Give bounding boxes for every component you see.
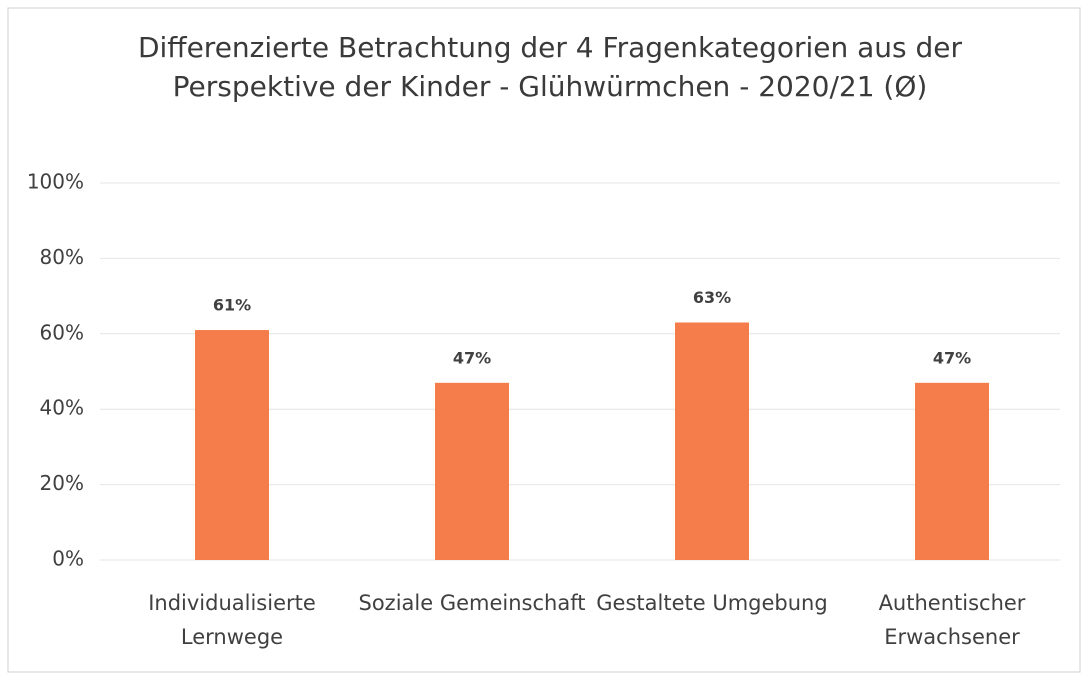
y-tick-label: 20%	[40, 471, 84, 495]
chart-border	[7, 7, 1081, 673]
value-label: 47%	[453, 348, 491, 367]
y-tick-label: 100%	[27, 170, 84, 194]
y-tick-label: 60%	[40, 320, 84, 344]
value-label: 63%	[693, 288, 731, 307]
x-tick-label: Individualisierte Lernwege	[148, 591, 316, 649]
value-label: 61%	[213, 296, 251, 315]
bar	[915, 382, 989, 560]
x-tick-label: Authentischer Erwachsener	[878, 591, 1026, 649]
bar	[195, 330, 269, 560]
value-label: 47%	[933, 348, 971, 367]
x-tick-label: Gestaltete Umgebung	[596, 591, 828, 615]
y-tick-label: 80%	[40, 245, 84, 269]
chart-title: Differenzierte Betrachtung der 4 Fragenk…	[137, 31, 963, 103]
x-tick-label: Soziale Gemeinschaft	[358, 591, 586, 615]
bar	[435, 382, 509, 560]
y-tick-label: 0%	[52, 547, 84, 571]
y-tick-label: 40%	[40, 396, 84, 420]
bar	[675, 322, 749, 560]
